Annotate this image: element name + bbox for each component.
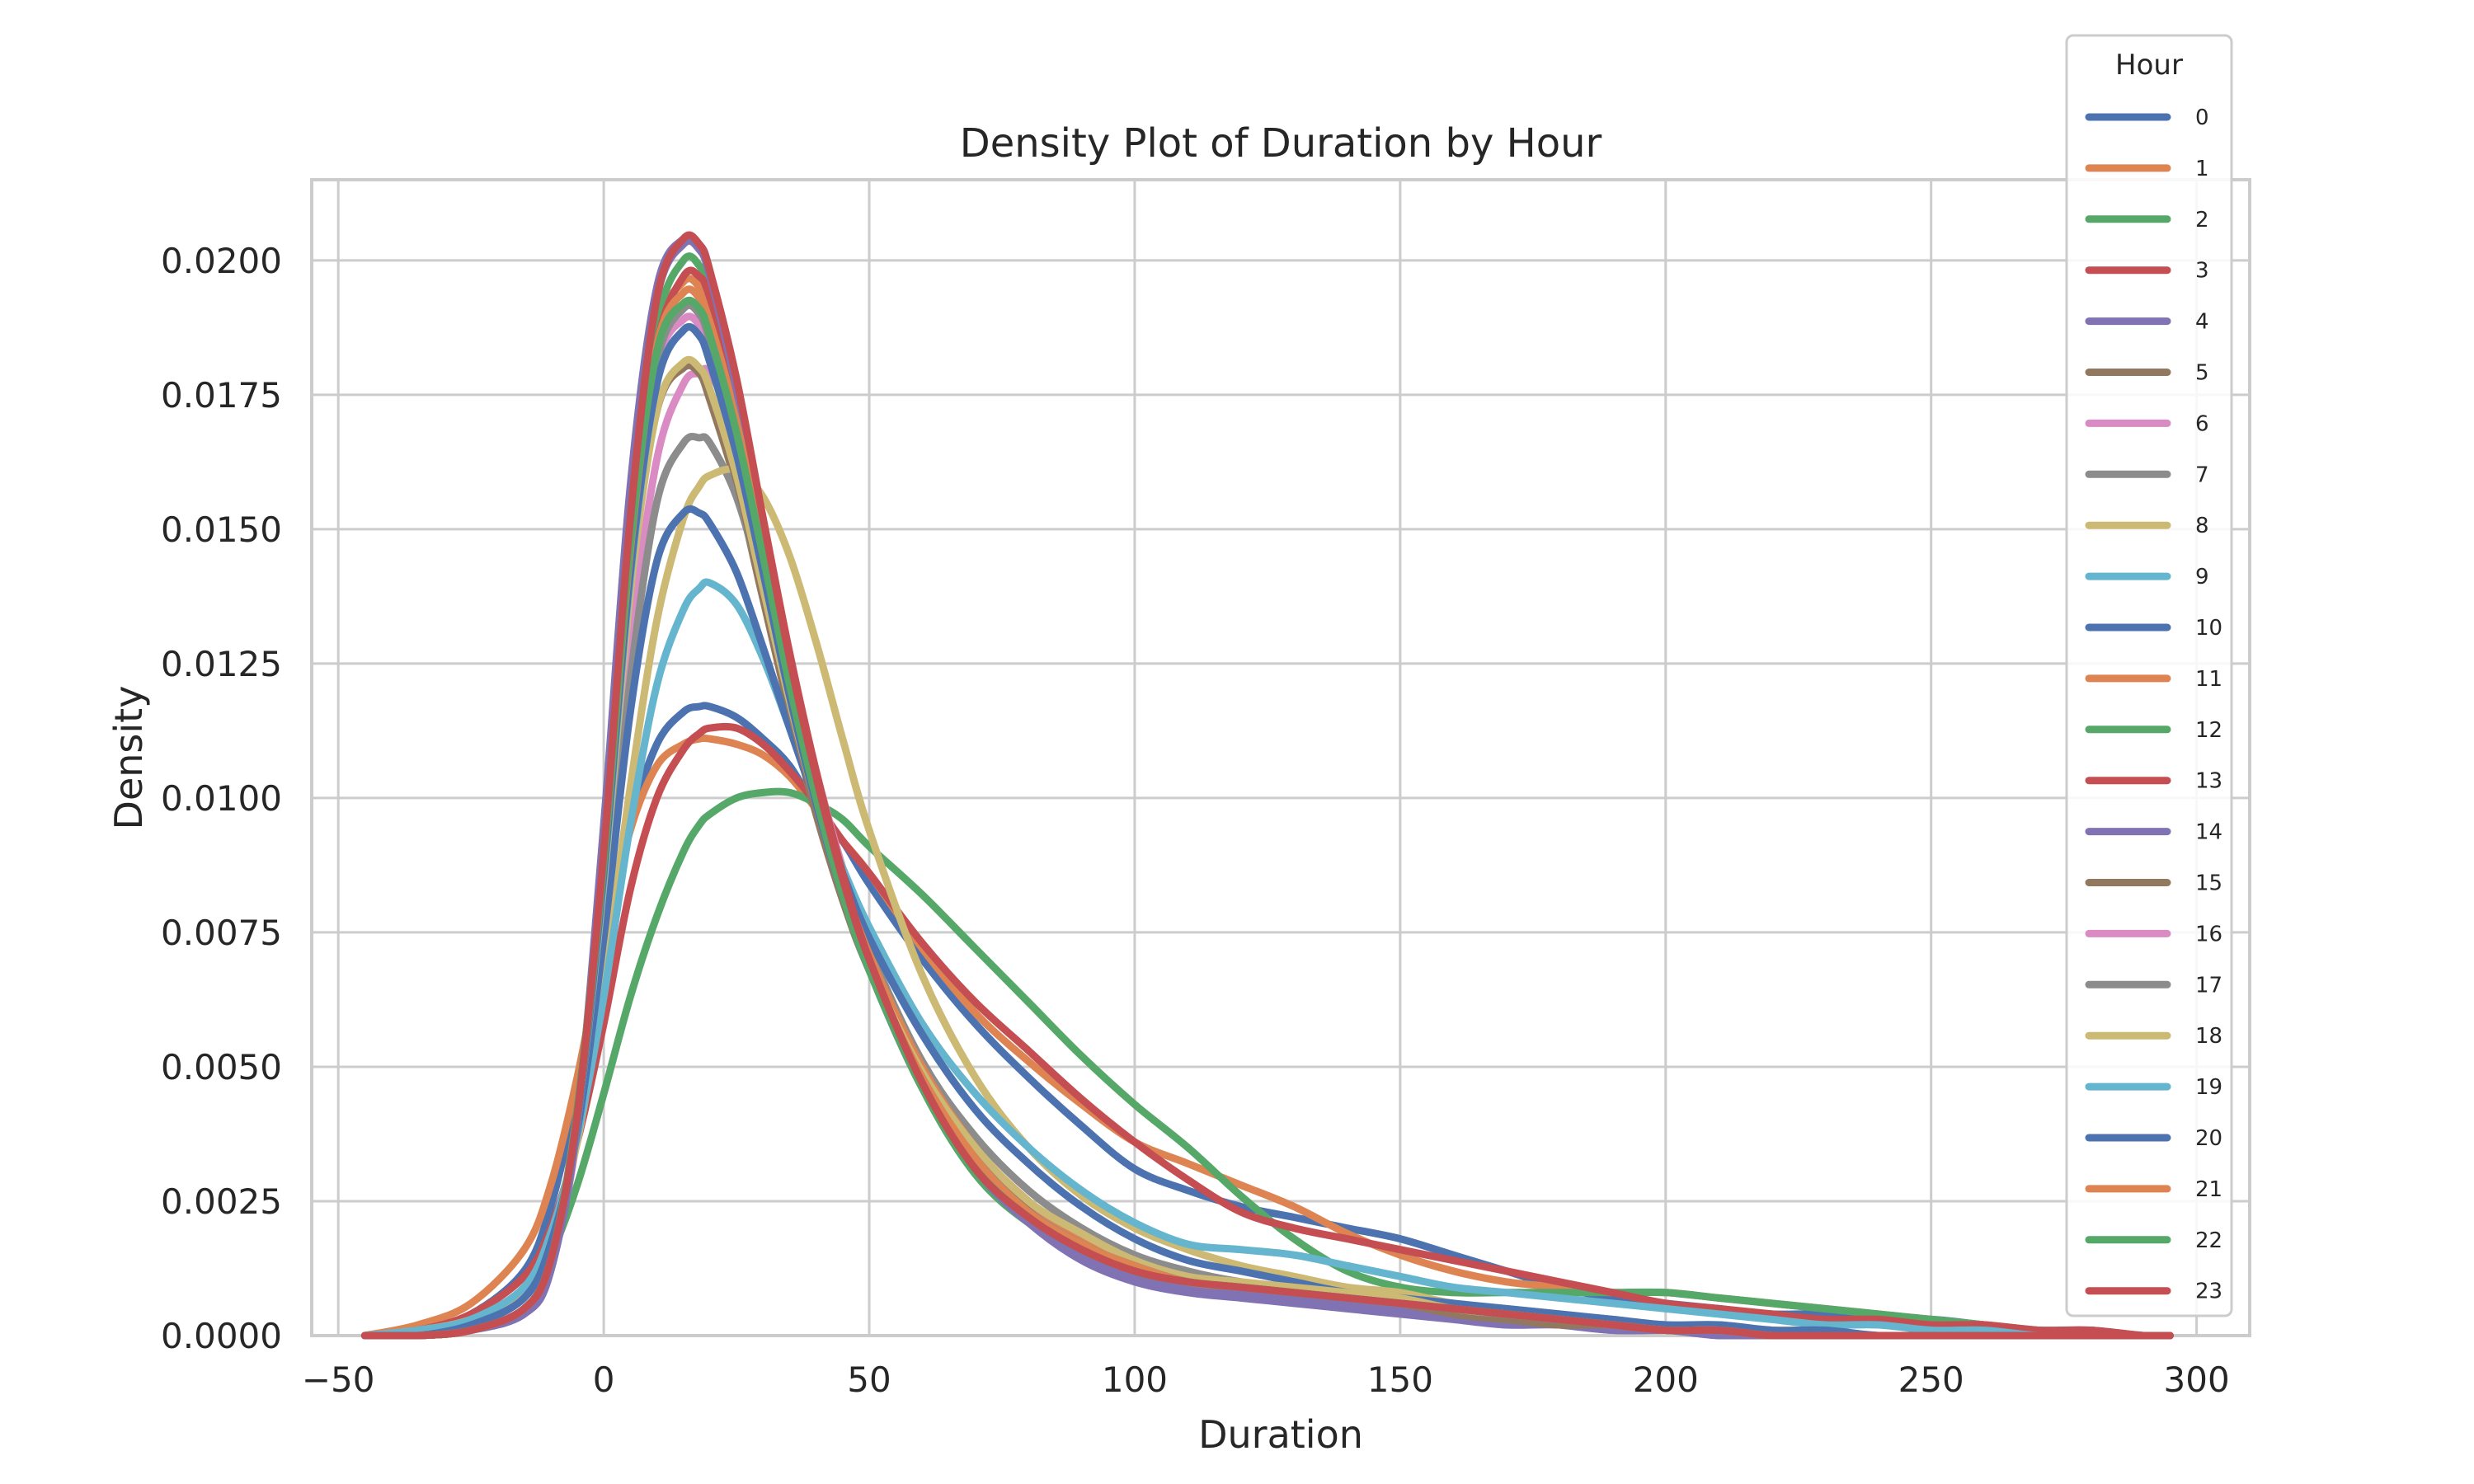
legend-label: 3: [2195, 259, 2209, 284]
legend-label: 4: [2195, 310, 2209, 335]
legend-label: 12: [2195, 718, 2222, 743]
legend-label: 13: [2195, 769, 2222, 794]
legend-label: 19: [2195, 1075, 2222, 1100]
y-tick-label: 0.0175: [161, 375, 282, 416]
legend-label: 15: [2195, 871, 2222, 896]
legend-label: 22: [2195, 1228, 2222, 1253]
chart-title: Density Plot of Duration by Hour: [960, 120, 1602, 167]
x-axis-label: Duration: [1198, 1412, 1363, 1457]
y-tick-label: 0.0075: [161, 913, 282, 953]
legend-label: 17: [2195, 973, 2222, 998]
x-tick-label: −50: [302, 1360, 375, 1400]
series-line-hour-23: [360, 231, 2174, 1340]
x-tick-label: 0: [593, 1360, 615, 1400]
x-tick-label: 50: [847, 1360, 891, 1400]
legend: Hour 01234567891011121314151617181920212…: [2065, 34, 2233, 1317]
grid: [312, 180, 2250, 1337]
legend-label: 14: [2195, 820, 2222, 845]
x-tick-label: 200: [1633, 1360, 1699, 1400]
x-tick-label: 300: [2164, 1360, 2230, 1400]
legend-label: 21: [2195, 1177, 2222, 1202]
legend-label: 6: [2195, 411, 2209, 436]
legend-label: 9: [2195, 565, 2209, 589]
series-line-hour-3: [360, 722, 2174, 1340]
legend-label: 16: [2195, 922, 2222, 946]
y-tick-label: 0.0025: [161, 1181, 282, 1222]
y-tick-labels: 0.0000 0.0025 0.0050 0.0075 0.0100 0.0125 0.01…: [161, 241, 282, 1356]
y-tick-label: 0.0000: [161, 1316, 282, 1356]
y-tick-label: 0.0100: [161, 778, 282, 819]
x-tick-label: 100: [1102, 1360, 1168, 1400]
series-line-hour-2: [360, 787, 2174, 1340]
legend-label: 5: [2195, 361, 2209, 386]
y-tick-label: 0.0050: [161, 1047, 282, 1087]
legend-label: 20: [2195, 1126, 2222, 1151]
y-axis-label: Density: [106, 686, 151, 830]
y-tick-label: 0.0200: [161, 241, 282, 281]
legend-label: 11: [2195, 667, 2222, 692]
legend-title: Hour: [2115, 49, 2183, 82]
x-tick-label: 150: [1367, 1360, 1433, 1400]
plot-background: [310, 178, 2251, 1337]
legend-label: 23: [2195, 1280, 2222, 1304]
x-tick-label: 250: [1898, 1360, 1964, 1400]
y-tick-label: 0.0125: [161, 644, 282, 684]
series-line-hour-10: [360, 505, 2174, 1340]
series-lines: [360, 231, 2174, 1340]
series-line-hour-9: [360, 578, 2174, 1340]
legend-label: 8: [2195, 514, 2209, 538]
legend-label: 0: [2195, 106, 2209, 130]
y-tick-label: 0.0150: [161, 510, 282, 550]
legend-label: 7: [2195, 463, 2209, 487]
legend-label: 10: [2195, 616, 2222, 641]
legend-label: 1: [2195, 157, 2209, 181]
legend-label: 2: [2195, 208, 2209, 232]
legend-label: 18: [2195, 1024, 2222, 1049]
x-tick-labels: −50 0 50 100 150 200 250 300: [302, 1360, 2230, 1400]
